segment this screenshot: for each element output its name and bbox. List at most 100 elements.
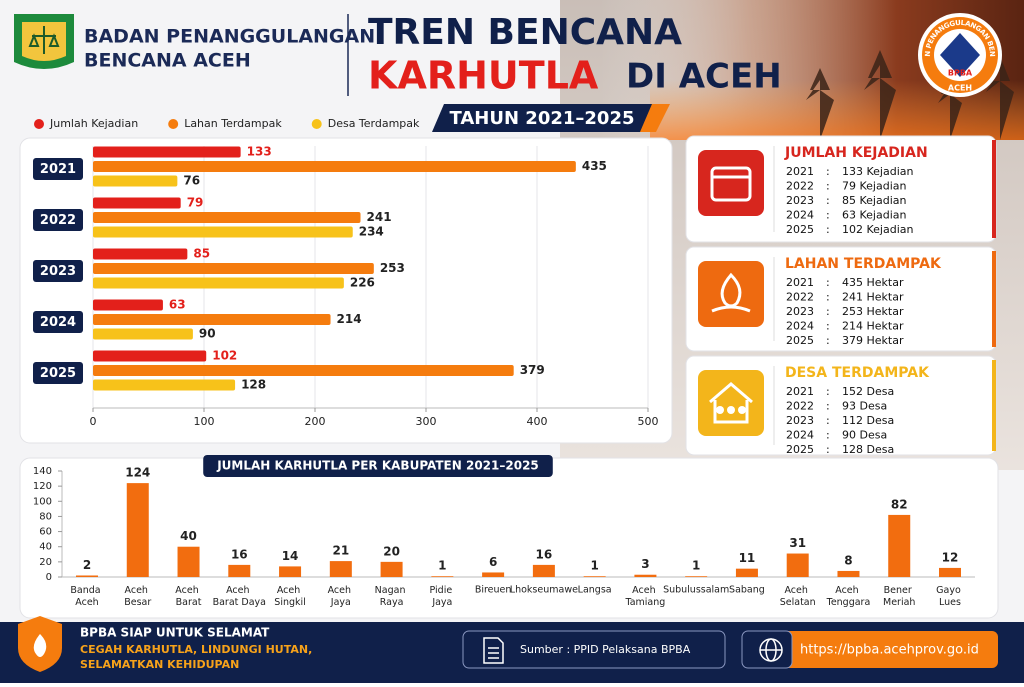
legend-label: Desa Terdampak (328, 117, 420, 130)
panel-sep: : (826, 209, 830, 222)
value-label: 3 (641, 557, 649, 571)
panel-year: 2023 (786, 414, 814, 427)
x-tick-label-line: Aceh (175, 585, 201, 596)
panel-value: 128 Desa (842, 443, 894, 456)
bar (634, 574, 657, 577)
value-label: 85 (193, 247, 210, 261)
panel-value: 112 Desa (842, 414, 894, 427)
bar (279, 566, 302, 577)
panel-year: 2025 (786, 334, 814, 347)
x-tick-label: Aceh Barat Daya (213, 585, 266, 608)
panel-value: 152 Desa (842, 385, 894, 398)
legend-marker (34, 119, 44, 129)
x-tick-label: Aceh Selatan (780, 585, 816, 608)
bar (93, 365, 514, 376)
bar (93, 379, 236, 391)
source-box (462, 630, 726, 669)
panel-sep: : (826, 194, 830, 207)
value-label: 20 (383, 544, 400, 558)
panel-sep: : (826, 305, 830, 318)
bar (93, 350, 207, 362)
panel-icon (710, 166, 752, 202)
icon (716, 406, 724, 414)
y-tick-label: 40 (39, 542, 52, 553)
panel-sep: : (826, 291, 830, 304)
x-tick-label-line: Bener (884, 585, 915, 596)
icon (710, 166, 752, 202)
panel-sep: : (826, 276, 830, 289)
x-tick-label-line: Nagan (375, 585, 409, 596)
panel-value: 133 Kejadian (842, 165, 914, 178)
bar (93, 263, 374, 274)
org-name: BENCANA ACEH (84, 50, 251, 72)
panel-sep: : (826, 180, 830, 193)
panel-title: DESA TERDAMPAK (785, 365, 930, 381)
x-tick-label-line: Aceh (328, 585, 354, 596)
bar (583, 576, 606, 577)
y-tick-label: 60 (39, 527, 52, 538)
legend-marker (168, 119, 179, 129)
flame-icon (33, 634, 47, 657)
slogan: SELAMATKAN KEHIDUPAN (80, 658, 239, 671)
value-label: 214 (337, 312, 362, 326)
bar (93, 146, 241, 158)
panel-year: 2021 (786, 385, 814, 398)
legend-marker (311, 119, 322, 129)
x-tick-label: Banda Aceh (70, 585, 103, 608)
panel-value: 93 Desa (842, 400, 887, 413)
category-box (33, 362, 83, 384)
panel-value: 435 Hektar (842, 276, 904, 289)
value-label: 79 (187, 196, 204, 210)
legend-label: Lahan Terdampak (184, 117, 282, 130)
x-tick-label-line: Gayo (936, 585, 964, 596)
period-banner (432, 104, 652, 132)
bar (126, 483, 149, 577)
panel-year: 2021 (786, 165, 814, 178)
icon-box (698, 261, 764, 327)
panel-year: 2024 (786, 429, 814, 442)
value-label: 31 (789, 536, 806, 550)
icon-box (698, 150, 764, 216)
source: Sumber : PPID Pelaksana BPBA (520, 643, 691, 656)
icon (738, 406, 746, 414)
panel-title: LAHAN TERDAMPAK (785, 256, 942, 272)
x-tick-label: Aceh Jaya (328, 585, 354, 608)
bar (93, 175, 178, 187)
panel-sep: : (826, 385, 830, 398)
x-tick-label-line: Raya (380, 597, 404, 608)
x-tick-label: Aceh Besar (124, 585, 151, 608)
x-tick-label-line: Barat (176, 597, 202, 608)
x-tick-label-line: Aceh (835, 585, 861, 596)
panel-year: 2023 (786, 194, 814, 207)
value-label: 234 (359, 225, 384, 239)
x-tick-label-line: Aceh (125, 585, 151, 596)
bar (93, 197, 181, 209)
url[interactable]: https://bpba.acehprov.go.id (800, 643, 979, 658)
bar (380, 561, 403, 577)
panel-year: 2025 (786, 223, 814, 236)
x-tick-label: Aceh Tenggara (826, 585, 871, 608)
url-box[interactable] (742, 631, 998, 668)
panel-sep: : (826, 223, 830, 236)
x-tick-label: 300 (416, 415, 437, 428)
value-label: 226 (350, 276, 375, 290)
panel-sep: : (826, 414, 830, 427)
panel-icon (709, 382, 753, 424)
value-label: 16 (536, 547, 553, 561)
bar (93, 161, 576, 172)
panel-value: 79 Kejadian (842, 180, 907, 193)
slogan-title: BPBA SIAP UNTUK SELAMAT (80, 626, 270, 640)
bar (93, 212, 361, 223)
x-tick-label: Nagan Raya (375, 585, 409, 608)
bar (329, 561, 352, 577)
panel-sep: : (826, 400, 830, 413)
panel-value: 63 Kejadian (842, 209, 907, 222)
x-tick-label: Sabang (729, 585, 765, 596)
slogan: CEGAH KARHUTLA, LINDUNGI HUTAN, (80, 643, 312, 656)
x-tick-label: 100 (194, 415, 215, 428)
value-label: 40 (180, 529, 197, 543)
value-label: 90 (199, 327, 216, 341)
x-tick-label: Subulussalam (663, 585, 729, 596)
